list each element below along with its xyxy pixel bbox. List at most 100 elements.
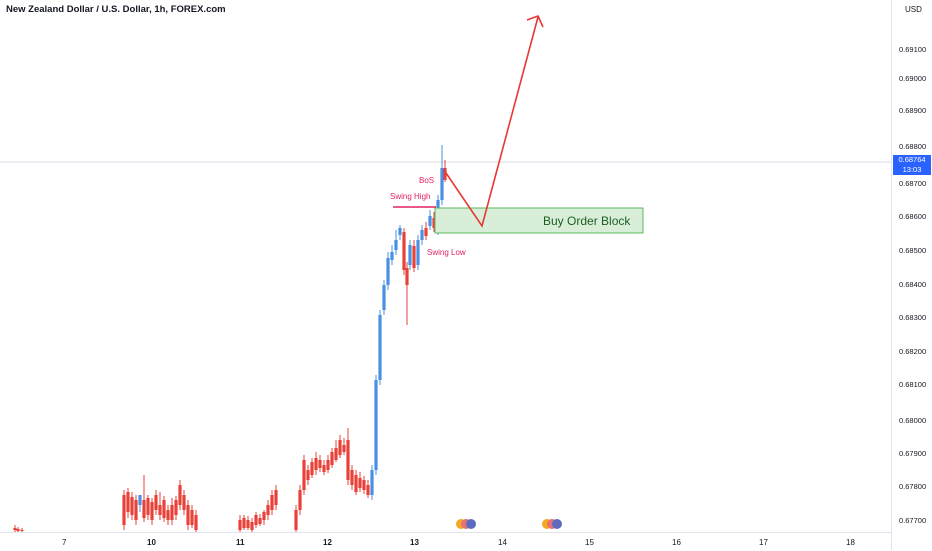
candle-body bbox=[16, 529, 20, 531]
candle-body bbox=[326, 460, 330, 470]
candle-body bbox=[394, 240, 398, 250]
price-tick-label: 0.68100 bbox=[899, 380, 927, 389]
price-tick-label: 0.68600 bbox=[899, 212, 927, 221]
candle-body bbox=[334, 448, 338, 460]
candle-body bbox=[386, 258, 390, 285]
candle-body bbox=[362, 480, 366, 490]
candle-body bbox=[134, 500, 138, 520]
candle-body bbox=[274, 490, 278, 505]
candle-body bbox=[154, 495, 158, 510]
candle-body bbox=[294, 510, 298, 530]
candle-body bbox=[298, 490, 302, 510]
price-tick-label: 0.68900 bbox=[899, 106, 927, 115]
date-tick-label: 7 bbox=[62, 538, 67, 547]
date-tick-label: 14 bbox=[498, 538, 507, 547]
candle-body bbox=[194, 515, 198, 530]
candle-body bbox=[162, 500, 166, 518]
candle-body bbox=[408, 245, 412, 265]
price-tick-label: 0.67700 bbox=[899, 516, 927, 525]
candle-body bbox=[398, 228, 402, 235]
candle-body bbox=[262, 512, 266, 520]
candle-body bbox=[150, 502, 154, 520]
economic-event-icon[interactable] bbox=[456, 519, 476, 529]
candle-body bbox=[420, 230, 424, 240]
price-tick-label: 0.68200 bbox=[899, 347, 927, 356]
candles-group bbox=[13, 145, 447, 532]
candle-body bbox=[186, 505, 190, 525]
date-tick-label: 11 bbox=[236, 538, 245, 547]
projection-arrow bbox=[443, 16, 539, 228]
candle-body bbox=[302, 460, 306, 490]
candle-body bbox=[246, 520, 250, 528]
candle-body bbox=[158, 505, 162, 515]
date-tick-label: 10 bbox=[147, 538, 156, 547]
candle-body bbox=[366, 485, 370, 495]
candle-body bbox=[126, 492, 130, 512]
candle-body bbox=[238, 520, 242, 530]
candle-body bbox=[382, 285, 386, 310]
candle-body bbox=[318, 460, 322, 468]
candle-body bbox=[242, 518, 246, 528]
candle-body bbox=[190, 510, 194, 525]
date-tick-label: 15 bbox=[585, 538, 594, 547]
candle-body bbox=[182, 495, 186, 510]
bar-countdown: 13:03 bbox=[902, 164, 922, 174]
buy-order-block-label: Buy Order Block bbox=[543, 214, 631, 228]
candle-body bbox=[178, 485, 182, 505]
candle-body bbox=[122, 495, 126, 525]
candle-body bbox=[146, 498, 150, 515]
price-tick-label: 0.68000 bbox=[899, 416, 927, 425]
candle-body bbox=[138, 495, 142, 505]
price-tick-label: 0.68300 bbox=[899, 313, 927, 322]
price-tick-label: 0.67800 bbox=[899, 482, 927, 491]
economic-event-icon[interactable] bbox=[542, 519, 562, 529]
candle-body bbox=[174, 500, 178, 515]
candle-body bbox=[358, 478, 362, 488]
candle-body bbox=[170, 505, 174, 520]
price-tick-label: 0.68700 bbox=[899, 179, 927, 188]
projection-arrowhead bbox=[526, 14, 544, 28]
candle-body bbox=[412, 246, 416, 268]
chart-title: New Zealand Dollar / U.S. Dollar, 1h, FO… bbox=[6, 4, 226, 15]
candle-body bbox=[402, 232, 406, 270]
price-axis[interactable] bbox=[891, 0, 932, 550]
candle-body bbox=[370, 470, 374, 495]
date-tick-label: 16 bbox=[672, 538, 681, 547]
candle-body bbox=[314, 458, 318, 470]
candle-body bbox=[322, 465, 326, 472]
candle-body bbox=[142, 500, 146, 518]
price-tick-label: 0.69000 bbox=[899, 74, 927, 83]
candle-body bbox=[13, 528, 17, 530]
price-tick-label: 0.69100 bbox=[899, 45, 927, 54]
candle-body bbox=[20, 530, 24, 531]
candle-body bbox=[310, 462, 314, 475]
date-tick-label: 13 bbox=[410, 538, 419, 547]
candle-body bbox=[378, 315, 382, 380]
candle-body bbox=[258, 518, 262, 524]
date-tick-label: 17 bbox=[759, 538, 768, 547]
swing-low-label: Swing Low bbox=[427, 248, 466, 257]
candle-body bbox=[166, 510, 170, 520]
candle-body bbox=[428, 216, 432, 226]
candle-body bbox=[346, 440, 350, 480]
date-tick-label: 18 bbox=[846, 538, 855, 547]
candle-body bbox=[432, 218, 436, 228]
candle-body bbox=[266, 505, 270, 515]
candle-body bbox=[440, 168, 444, 200]
price-tick-label: 0.68800 bbox=[899, 142, 927, 151]
buy-order-block[interactable] bbox=[434, 207, 644, 234]
candle-body bbox=[443, 168, 447, 180]
price-chart[interactable]: Buy Order Block Swing High BoS Swing Low bbox=[0, 0, 891, 532]
candle-body bbox=[330, 452, 334, 465]
candle-body bbox=[306, 470, 310, 480]
candle-body bbox=[424, 228, 428, 236]
candle-body bbox=[354, 475, 358, 492]
date-tick-label: 12 bbox=[323, 538, 332, 547]
current-price-value: 0.68764 bbox=[898, 155, 926, 164]
bos-label: BoS bbox=[419, 176, 434, 185]
swing-high-label: Swing High bbox=[390, 192, 430, 201]
price-tick-label: 0.68400 bbox=[899, 280, 927, 289]
date-axis[interactable] bbox=[0, 532, 891, 551]
candle-body bbox=[350, 470, 354, 485]
candle-body bbox=[374, 380, 378, 470]
